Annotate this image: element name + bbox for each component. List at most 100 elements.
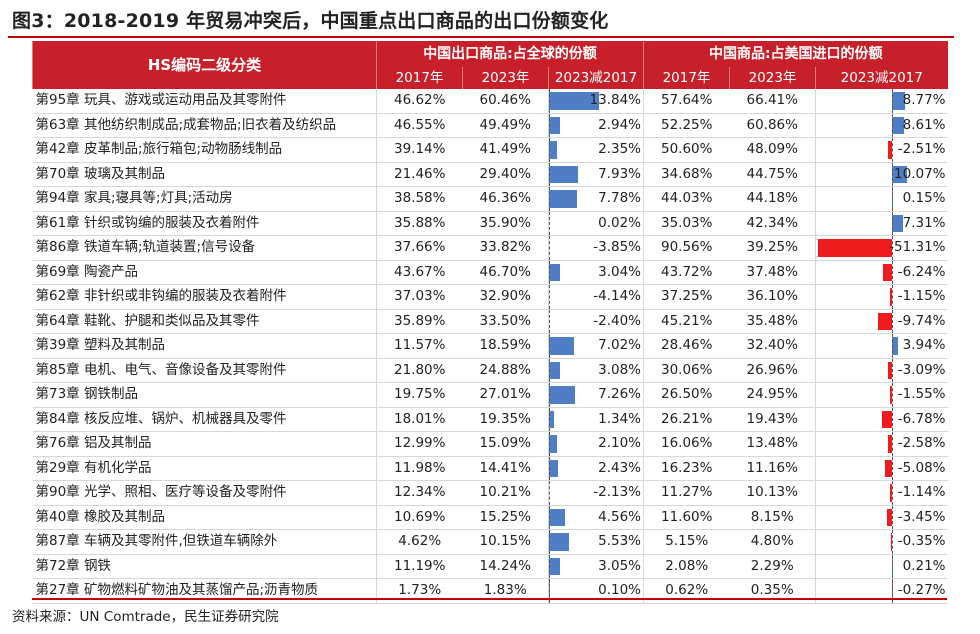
b-diff-cell: -6.24% — [814, 260, 948, 285]
b-diff-cell: 0.21% — [814, 554, 948, 579]
b-diff-cell: -0.35% — [814, 529, 948, 555]
b-diff-bar — [888, 435, 892, 453]
b-2017-value: 52.25% — [643, 113, 730, 138]
b-2017-value: 90.56% — [643, 235, 730, 261]
b-zero-line — [892, 530, 893, 554]
b-diff-cell: -51.31% — [814, 235, 948, 261]
b-zero-line — [892, 211, 893, 235]
b-diff-bar — [888, 141, 892, 159]
b-diff-cell: -1.15% — [814, 284, 948, 310]
b-2023-value: 37.48% — [729, 260, 816, 285]
a-diff-label: 3.04% — [598, 263, 641, 280]
b-diff-label: 10.07% — [894, 165, 946, 182]
b-2017-value: 45.21% — [643, 309, 730, 334]
b-2023-value: 39.25% — [729, 235, 816, 261]
table-row: 第62章 非针织或非钩编的服装及衣着附件 37.03% 32.90% -4.14% 37… — [32, 284, 948, 310]
a-diff-bar — [549, 116, 560, 134]
a-diff-bar — [549, 337, 575, 355]
b-2017-value: 57.64% — [643, 89, 730, 114]
a-2023-value: 32.90% — [462, 284, 549, 310]
a-2017-value: 10.69% — [376, 505, 463, 530]
a-2017-value: 43.67% — [376, 260, 463, 285]
b-diff-label: -0.27% — [897, 582, 946, 598]
a-2017-value: 38.58% — [376, 186, 463, 212]
hs-header: HS编码二级分类 — [32, 41, 377, 89]
b-zero-line — [892, 481, 893, 505]
b-diff-cell: -2.58% — [814, 431, 948, 457]
b-2017-value: 5.15% — [643, 529, 730, 555]
hs-category: 第87章 车辆及其零附件,但铁道车辆除外 — [32, 529, 377, 555]
a-diff-label: -2.40% — [593, 312, 641, 329]
a-diff-cell: 2.10% — [548, 431, 644, 457]
a-diff-label: 2.35% — [598, 141, 641, 157]
a-2023-value: 14.41% — [462, 456, 549, 481]
a-2017-value: 11.57% — [376, 333, 463, 359]
a-2023-value: 10.15% — [462, 529, 549, 555]
a-diff-cell: 7.26% — [548, 382, 644, 408]
b-zero-line — [892, 285, 893, 309]
a-2017-value: 35.88% — [376, 211, 463, 236]
a-diff-cell: 2.43% — [548, 456, 644, 481]
b-diff-label: 8.77% — [902, 92, 946, 108]
b-diff-label: 0.15% — [902, 190, 946, 206]
a-2023-value: 14.24% — [462, 554, 549, 579]
a-zero-line — [549, 579, 550, 603]
b-diff-label: 7.31% — [902, 214, 946, 231]
b-2023-value: 36.10% — [729, 284, 816, 310]
b-diff-label: -1.15% — [897, 288, 946, 304]
b-2023-value: 44.75% — [729, 162, 816, 187]
b-diff-cell: 3.94% — [814, 333, 948, 359]
b-2017-value: 11.60% — [643, 505, 730, 530]
a-zero-line — [549, 285, 550, 309]
a-zero-line — [549, 162, 550, 186]
b-2023-value: 35.48% — [729, 309, 816, 334]
b-2023-value: 60.86% — [729, 113, 816, 138]
table-row: 第39章 塑料及其制品 11.57% 18.59% 7.02% 28.46% 32.40%… — [32, 333, 948, 359]
a-diff-label: 5.53% — [598, 533, 641, 549]
b-2017-value: 30.06% — [643, 358, 730, 383]
a-diff-cell: 2.94% — [548, 113, 644, 138]
b-diff-cell: -6.78% — [814, 407, 948, 432]
a-diff-cell: 3.05% — [548, 554, 644, 579]
b-zero-line — [892, 407, 893, 431]
a-diff-cell: 7.02% — [548, 333, 644, 359]
hs-category: 第76章 铝及其制品 — [32, 431, 377, 457]
b-diff-bar — [890, 288, 892, 306]
b-2023-value: 44.18% — [729, 186, 816, 212]
b-diff-header: 2023减2017 — [814, 67, 948, 89]
a-2023-value: 46.70% — [462, 260, 549, 285]
b-zero-line — [892, 162, 893, 186]
b-2023-value: 4.80% — [729, 529, 816, 555]
a-diff-label: -4.14% — [593, 288, 641, 304]
hs-category: 第40章 橡胶及其制品 — [32, 505, 377, 530]
b-2017-value: 43.72% — [643, 260, 730, 285]
b-diff-label: -3.09% — [897, 361, 946, 378]
b-diff-bar — [877, 312, 892, 330]
b-diff-label: 3.94% — [902, 337, 946, 353]
a-diff-cell: 3.04% — [548, 260, 644, 285]
hs-category: 第85章 电机、电气、音像设备及其零附件 — [32, 358, 377, 383]
a-diff-label: 2.10% — [598, 435, 641, 451]
table-row: 第40章 橡胶及其制品 10.69% 15.25% 4.56% 11.60% 8.15% -… — [32, 505, 948, 530]
a-diff-label: -2.13% — [593, 484, 641, 500]
b-zero-line — [892, 432, 893, 456]
b-zero-line — [892, 505, 893, 529]
a-2017-value: 18.01% — [376, 407, 463, 432]
hs-category: 第63章 其他纺织制成品;成套物品;旧衣着及纺织品 — [32, 113, 377, 138]
b-2017-value: 34.68% — [643, 162, 730, 187]
b-diff-label: -6.24% — [897, 263, 946, 280]
a-2023-value: 15.25% — [462, 505, 549, 530]
a-zero-line — [549, 236, 550, 260]
a-diff-bar — [549, 459, 558, 477]
b-diff-label: -1.55% — [897, 386, 946, 402]
a-2017-value: 46.55% — [376, 113, 463, 138]
b-diff-cell: 10.07% — [814, 162, 948, 187]
b-2023-header: 2023年 — [729, 67, 816, 89]
table-body: 第95章 玩具、游戏或运动用品及其零附件 46.62% 60.46% 13.84% 57… — [32, 89, 948, 604]
a-2017-value: 4.62% — [376, 529, 463, 555]
hs-category: 第73章 钢铁制品 — [32, 382, 377, 408]
b-diff-label: -0.35% — [897, 533, 946, 549]
a-diff-bar — [549, 410, 554, 428]
b-diff-bar — [889, 386, 892, 404]
a-2023-value: 19.35% — [462, 407, 549, 432]
